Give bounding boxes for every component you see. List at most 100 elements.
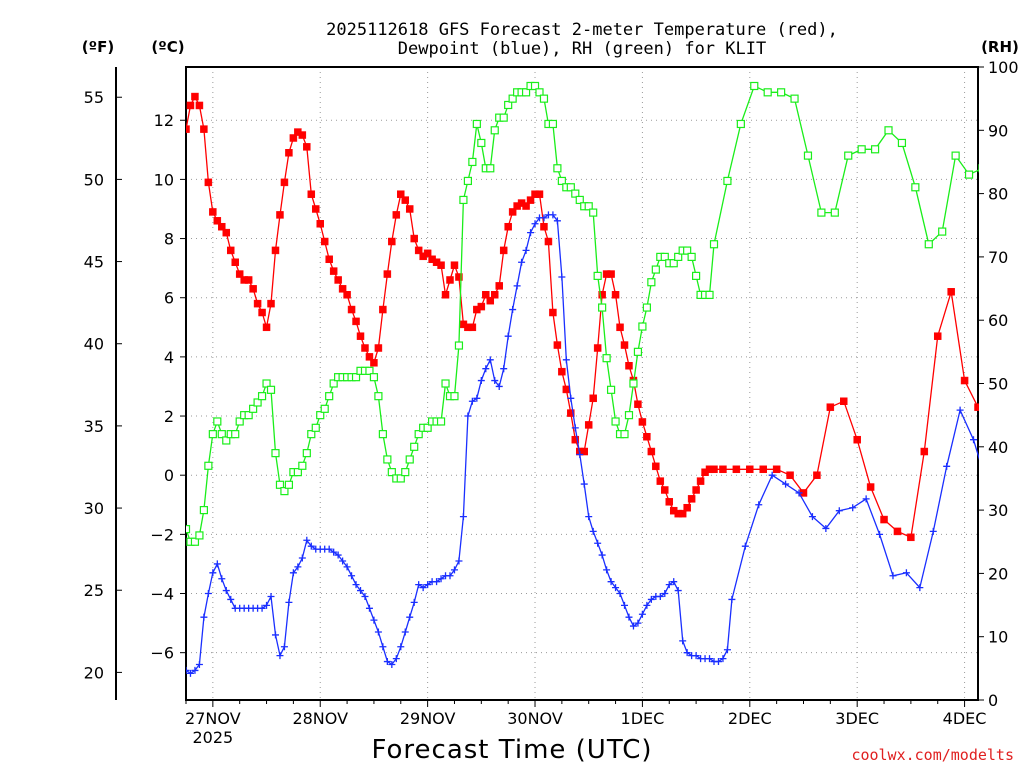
temperature-point	[772, 465, 781, 474]
rh-point	[499, 113, 508, 122]
rh-point	[870, 145, 880, 154]
x-tick-label: 30NOV	[507, 709, 563, 728]
dewpoint-point	[849, 504, 857, 512]
rh-point	[257, 392, 267, 401]
dewpoint-point	[200, 613, 208, 621]
dewpoint-point	[607, 578, 615, 586]
celsius-tick-label: 4	[164, 348, 174, 367]
temperature-point	[383, 270, 392, 278]
dewpoint-point	[876, 530, 884, 538]
temperature-line	[186, 95, 979, 539]
dewpoint-point	[419, 584, 427, 592]
x-tick-sublabel: 2025	[192, 728, 233, 747]
temperature-point	[262, 323, 271, 332]
rh-point	[365, 366, 374, 375]
dewpoint-point	[625, 613, 633, 621]
temperature-point	[334, 276, 342, 284]
dewpoint-point	[383, 658, 391, 666]
rh-point	[611, 417, 620, 426]
dewpoint-point	[638, 610, 646, 618]
temperature-point	[678, 509, 687, 518]
dewpoint-point	[983, 481, 990, 488]
dewpoint-point	[656, 592, 664, 600]
rh-point	[897, 138, 907, 148]
temperature-point	[508, 208, 517, 216]
dewpoint-point	[415, 581, 423, 589]
rh-point	[235, 417, 244, 426]
temperature-point	[365, 353, 374, 361]
temperature-point	[253, 299, 262, 308]
rh-tick-label: 0	[988, 691, 998, 710]
temperature-point	[544, 237, 553, 246]
dewpoint-point	[401, 628, 409, 636]
rh-point	[423, 423, 432, 432]
temperature-point	[567, 409, 575, 417]
dewpoint-point	[795, 489, 803, 497]
temperature-point	[392, 211, 401, 219]
rh-point	[410, 442, 419, 451]
temperature-point	[893, 527, 902, 536]
rh-tick-label: 40	[988, 438, 1008, 457]
rh-point	[709, 240, 719, 249]
rh-point	[231, 430, 240, 439]
temperature-point	[280, 178, 289, 187]
temperature-point	[643, 432, 651, 441]
dewpoint-point	[195, 661, 203, 669]
dewpoint-point	[808, 513, 816, 521]
dewpoint-point	[285, 598, 293, 606]
rh-point	[992, 165, 999, 172]
temperature-point	[746, 465, 754, 474]
dewpoint-point	[679, 637, 687, 645]
celsius-tick-label: 10	[154, 170, 174, 189]
temperature-point	[880, 515, 888, 524]
x-tick-label: 2DEC	[728, 709, 772, 728]
dewpoint-point	[719, 655, 727, 663]
rh-point	[660, 252, 669, 261]
rh-point	[414, 430, 423, 439]
temperature-point	[710, 465, 718, 474]
temperature-point	[638, 418, 647, 426]
rh-point	[978, 164, 979, 173]
temperature-point	[571, 435, 580, 444]
fahrenheit-tick-label: 30	[84, 499, 104, 518]
dewpoint-point	[437, 575, 445, 583]
rh-point	[830, 208, 839, 217]
dewpoint-point	[567, 394, 575, 402]
rh-point	[539, 94, 549, 103]
temperature-point	[719, 465, 727, 474]
rh-point	[548, 119, 558, 129]
temperature-point	[562, 385, 571, 394]
temperature-point	[786, 471, 794, 479]
dewpoint-point	[728, 595, 736, 603]
temperature-point	[683, 503, 691, 512]
dewpoint-point	[571, 424, 579, 432]
celsius-tick-label: −6	[150, 644, 174, 663]
rh-point	[884, 126, 893, 135]
rh-point	[736, 119, 745, 129]
dewpoint-point	[943, 462, 951, 470]
dewpoint-point	[361, 592, 369, 600]
rh-point	[924, 240, 933, 249]
dewpoint-point	[424, 581, 432, 589]
temperature-point	[495, 282, 503, 290]
dewpoint-point	[330, 548, 338, 556]
temperature-point	[616, 323, 624, 332]
fahrenheit-tick-label: 40	[84, 335, 104, 354]
dewpoint-point	[258, 604, 266, 612]
temperature-point	[522, 202, 530, 210]
fahrenheit-tick-label: 50	[84, 170, 104, 189]
x-tick-label: 1DEC	[621, 709, 665, 728]
dewpoint-point	[410, 598, 418, 606]
dewpoint-point	[558, 273, 566, 281]
dewpoint-point	[303, 536, 311, 544]
dewpoint-point	[706, 655, 714, 663]
temperature-point	[303, 143, 311, 151]
rh-tick-label: 30	[988, 501, 1008, 520]
dewpoint-point	[513, 282, 521, 290]
rh-point	[208, 430, 217, 439]
rh-point	[213, 417, 222, 426]
dewpoint-point	[522, 246, 530, 254]
rh-point	[271, 449, 280, 458]
dewpoint-point	[862, 495, 870, 503]
